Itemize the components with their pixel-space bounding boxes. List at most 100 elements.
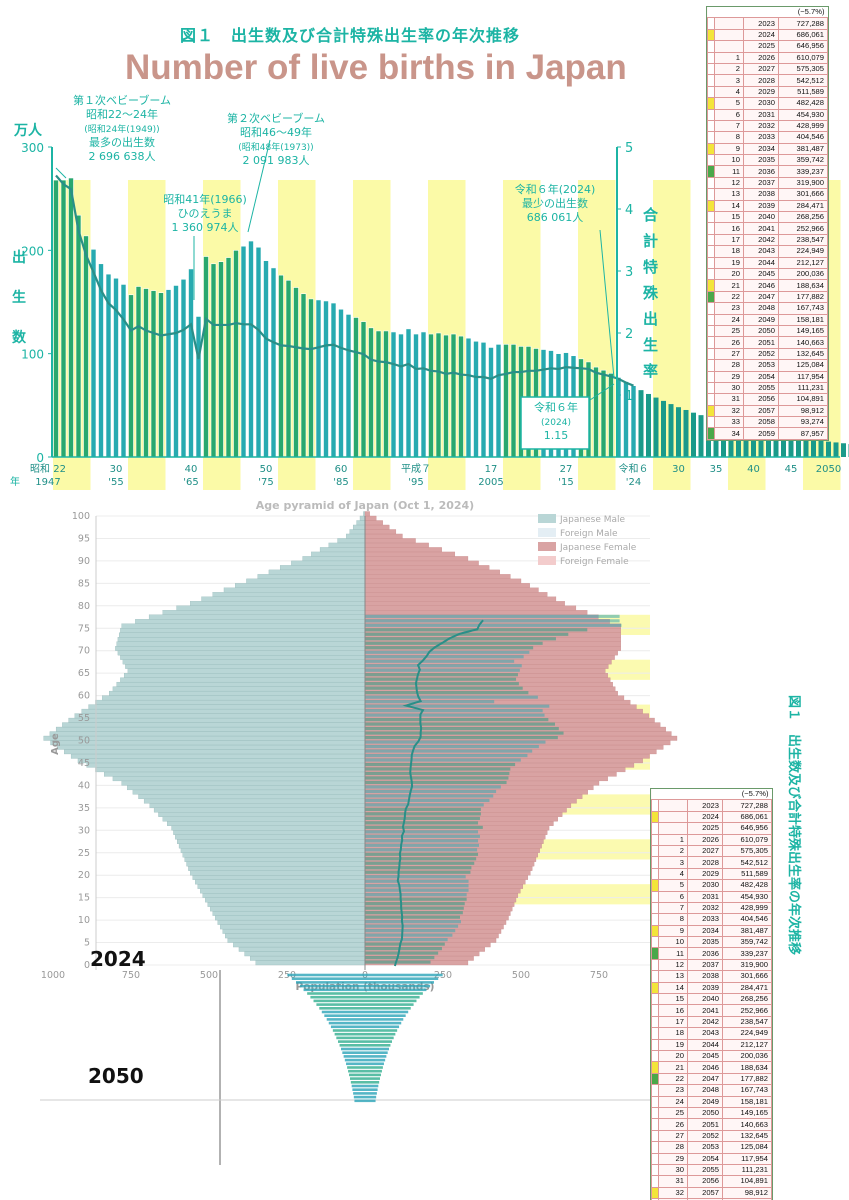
table-cell-births: 610,079 [778,51,828,64]
legend-label: Foreign Male [560,529,618,539]
table-row: 11 2036 339,237 [651,947,772,960]
pyramid-y-tick-label: 90 [78,556,90,567]
table-row: 10 2035 359,742 [707,154,828,167]
table-cell-n: 15 [658,993,688,1006]
table-cell-n: 10 [714,154,744,167]
overlay-birth-bar [365,771,510,776]
x-tick-label: 40 [747,464,760,475]
table-cell-year: 2025 [743,40,779,53]
overlay-birth-bar [365,677,517,681]
table-cell-births: 140,663 [722,1118,772,1131]
table-cell-n: 20 [658,1049,688,1063]
male-bar [153,807,366,813]
male-bar [158,812,366,817]
table-cell-n: 14 [658,981,688,995]
table-cell-births: 339,237 [778,165,828,178]
table-cell-n: 23 [658,1084,688,1097]
table-cell-births: 301,666 [722,970,772,983]
birth-bar [375,330,382,458]
birth-bar [195,316,202,458]
x-tick-label: 27 [560,464,573,475]
projection-bar [788,436,794,457]
table-cell-births: 87,957 [778,427,828,440]
pyramid-y-tick-label: 55 [78,713,90,724]
projection-bar [766,432,771,457]
male-bar [109,690,366,696]
table-cell-n [658,810,688,824]
table-row: 28 2053 125,084 [651,1141,772,1154]
row-marker [651,1175,659,1188]
overlay-birth-bar [365,776,509,780]
table-cell-births: 727,288 [722,799,772,812]
table-cell-year: 2034 [687,924,723,938]
table-cell-year: 2042 [743,233,779,247]
table-row: 2 2027 575,305 [651,844,772,858]
projection-pyramid-bar [342,1051,388,1054]
row-marker [651,1129,659,1143]
table-cell-n: 24 [714,313,744,326]
table-cell-n: 33 [714,416,744,429]
birth-bar [353,317,359,458]
table-cell-year: 2035 [687,936,723,949]
table-cell-n: 15 [714,211,744,224]
projection-pyramid-bar [316,1003,414,1006]
row-marker [651,936,659,949]
table-cell-year: 2037 [743,176,779,190]
x-tick-sublabel: 2005 [478,477,503,488]
table-cell-year: 2038 [687,970,723,983]
male-bar [43,735,366,741]
row-marker [707,347,715,361]
male-bar [64,749,366,755]
pyramid-x-tick-label: 1000 [41,970,65,981]
birth-bar [315,299,322,458]
pyramid-y-tick-label: 70 [78,646,90,657]
y-tick-label: 100 [21,348,44,362]
table-cell-year: 2053 [687,1141,723,1154]
table-cell-births: 132,645 [778,347,828,361]
male-bar [115,646,366,651]
projection-pyramid-bar [344,1058,386,1062]
male-bar [120,628,366,633]
male-bar [212,592,366,597]
row-marker [651,1163,659,1177]
table-cell-births: 158,181 [722,1095,772,1108]
projection-bar [676,407,681,457]
table-cell-year: 2034 [743,142,779,156]
male-bar [346,533,366,539]
male-bar [177,839,366,844]
table-cell-n: 29 [658,1152,688,1165]
projection-pyramid-bar [351,1084,379,1088]
birth-bar [390,331,397,458]
table-row: 30 2055 111,231 [651,1163,772,1177]
male-bar [311,551,366,557]
pyramid-y-tick-label: 5 [84,938,90,949]
overlay-birth-bar [365,704,550,708]
row-marker [651,958,659,972]
table-cell-n: 16 [658,1004,688,1017]
table-row: 28 2053 125,084 [707,359,828,372]
pyramid-y-label: Age [50,733,61,755]
x-tick-sublabel: '75 [258,477,273,488]
birth-bar [158,292,164,458]
legend-label: Japanese Female [559,543,637,553]
table-cell-births: 238,547 [778,233,828,247]
table-cell-year: 2055 [687,1163,723,1177]
table-row: 2023 727,288 [651,799,772,812]
table-cell-n: 12 [658,958,688,972]
overlay-birth-bar [365,924,459,928]
male-bar [246,578,366,584]
table-cell-year: 2024 [687,810,723,824]
table-cell-n: 1 [714,51,744,64]
table-cell-n: 13 [714,188,744,201]
table-cell-year: 2027 [687,844,723,858]
table-row: 7 2032 428,999 [707,119,828,133]
row-marker [651,901,659,915]
birth-bar [225,257,232,458]
male-bar [125,664,366,669]
table-cell-n: 8 [714,131,744,144]
projection-bar [683,409,689,457]
x-tick-sublabel: '95 [408,477,423,488]
table-row: 32 2057 98,912 [651,1186,772,1200]
birth-bar [210,263,217,458]
x-tick-label: 40 [185,464,198,475]
